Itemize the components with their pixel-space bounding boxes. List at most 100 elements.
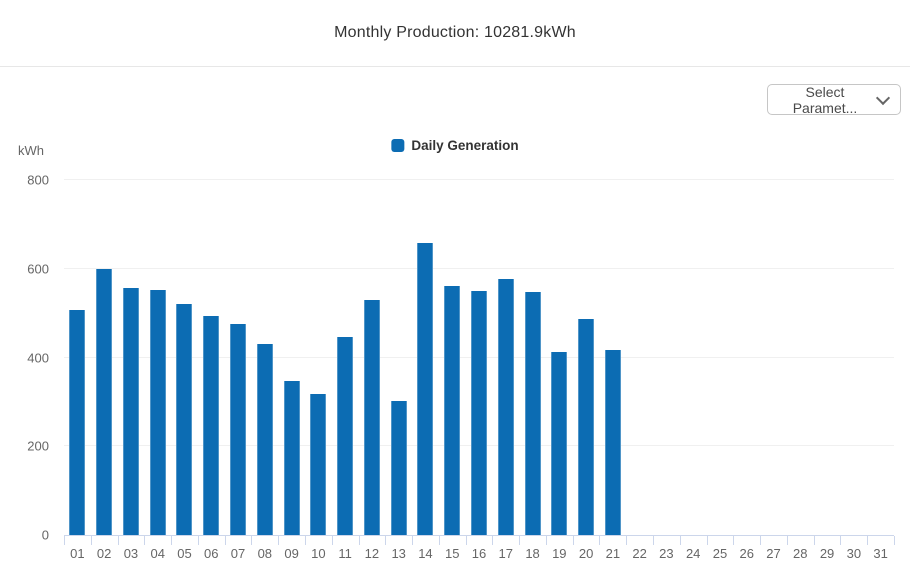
x-axis-tick: [385, 536, 387, 545]
x-axis-tick: [197, 536, 199, 545]
legend-label: Daily Generation: [411, 138, 519, 153]
bar-day-06[interactable]: [203, 315, 220, 535]
x-axis-tick: [171, 536, 173, 545]
bar-day-13[interactable]: [390, 401, 407, 535]
x-axis-tick: [278, 536, 280, 545]
bar-day-15[interactable]: [444, 286, 461, 535]
x-axis-label-24: 24: [685, 546, 701, 561]
x-axis-label-11: 11: [338, 546, 352, 561]
bar-day-05[interactable]: [176, 304, 193, 535]
x-axis-label-08: 08: [257, 546, 273, 561]
x-axis-label-10: 10: [311, 546, 326, 561]
x-axis-tick: [733, 536, 735, 545]
x-axis-tick: [465, 536, 467, 545]
x-axis-tick: [519, 536, 521, 545]
x-axis-tick: [626, 536, 628, 545]
x-axis-label-12: 12: [364, 546, 380, 561]
x-axis-tick: [358, 536, 360, 545]
x-axis-label-27: 27: [766, 546, 781, 561]
x-axis-label-25: 25: [712, 546, 728, 561]
y-axis-label: 600: [27, 261, 49, 277]
bar-day-01[interactable]: [69, 310, 86, 535]
x-axis-label-05: 05: [177, 546, 192, 561]
bar-day-10[interactable]: [310, 393, 327, 535]
x-axis-label-04: 04: [150, 546, 165, 561]
x-axis-tick: [492, 536, 494, 545]
x-axis-tick: [760, 536, 762, 545]
daily-generation-chart: 0 200 400 600 800 01 02 03 04 05 06 07 08 09 10 11 12 13…: [27, 173, 895, 561]
x-axis-tick: [894, 536, 895, 545]
x-axis-tick: [224, 536, 226, 545]
bar-day-08[interactable]: [256, 344, 273, 535]
x-axis-tick: [706, 536, 708, 545]
chevron-down-icon: [875, 90, 891, 105]
legend-marker-icon: [391, 139, 405, 152]
x-axis-label-18: 18: [525, 546, 540, 561]
x-axis-tick: [117, 536, 119, 545]
gridline: [64, 179, 894, 180]
bar-day-20[interactable]: [578, 318, 595, 535]
x-axis-tick: [331, 536, 333, 545]
gridline: [64, 267, 894, 269]
bar-day-16[interactable]: [471, 291, 487, 535]
x-axis-label-21: 21: [605, 546, 621, 561]
x-axis-label-22: 22: [632, 546, 647, 561]
x-axis-label-28: 28: [793, 546, 808, 561]
x-axis-tick: [144, 536, 146, 545]
bar-day-07[interactable]: [230, 324, 247, 535]
select-parameter-dropdown[interactable]: Select Paramet...: [767, 83, 901, 116]
x-axis-label-29: 29: [819, 546, 835, 561]
x-axis-label-15: 15: [444, 546, 460, 561]
bar-day-02[interactable]: [96, 269, 113, 535]
x-axis-tick: [813, 536, 815, 545]
x-axis-label-19: 19: [552, 546, 567, 561]
bar-day-19[interactable]: [551, 352, 568, 535]
bar-day-03[interactable]: [122, 287, 139, 535]
y-axis-unit-label: kWh: [18, 143, 44, 158]
x-axis-tick: [90, 536, 92, 545]
bar-day-14[interactable]: [417, 243, 434, 535]
x-axis-label-26: 26: [739, 546, 754, 561]
x-axis-label-06: 06: [204, 546, 219, 561]
bar-day-17[interactable]: [497, 279, 514, 535]
bar-day-18[interactable]: [524, 291, 541, 535]
x-axis-tick: [572, 536, 574, 545]
select-parameter-label: Select Paramet...: [792, 83, 858, 116]
x-axis-tick: [412, 536, 414, 545]
x-axis-label-17: 17: [498, 546, 513, 561]
x-axis-tick: [304, 536, 306, 545]
x-axis: 01 02 03 04 05 06 07 08 09 10 11 12 13 14 15 16 17 18 19 20…: [64, 536, 895, 574]
x-axis-label-30: 30: [846, 546, 862, 561]
y-axis-label: 0: [41, 527, 49, 543]
x-axis-tick: [679, 536, 681, 545]
x-axis-tick: [251, 536, 253, 545]
bar-day-11[interactable]: [337, 337, 354, 535]
chart-panel: Select Paramet... Daily Generation kWh 0…: [0, 67, 910, 574]
page-title: Monthly Production: 10281.9kWh: [334, 24, 576, 41]
x-axis-label-09: 09: [284, 546, 299, 561]
header: Monthly Production: 10281.9kWh: [0, 0, 910, 67]
plot-area: 0 200 400 600 800: [27, 173, 894, 543]
bar-day-12[interactable]: [363, 300, 380, 535]
x-axis-tick: [867, 536, 869, 545]
x-axis-label-23: 23: [659, 546, 674, 561]
chart-legend[interactable]: Daily Generation: [391, 138, 519, 153]
bar-day-21[interactable]: [604, 349, 621, 535]
y-axis-label: 800: [27, 172, 49, 188]
x-axis-tick: [653, 536, 655, 545]
x-axis-tick: [438, 536, 440, 545]
x-axis-label-13: 13: [391, 546, 406, 561]
x-axis-tick: [599, 536, 601, 545]
x-axis-label-16: 16: [471, 546, 487, 561]
x-axis-label-03: 03: [123, 546, 139, 561]
y-axis-label: 400: [27, 350, 49, 365]
bar-day-09[interactable]: [283, 381, 300, 535]
x-axis-label-07: 07: [230, 546, 246, 561]
x-axis-label-20: 20: [578, 546, 594, 561]
bar-day-04[interactable]: [149, 290, 166, 535]
x-axis-label-01: 01: [70, 546, 85, 561]
x-axis-label-31: 31: [873, 546, 888, 561]
x-axis-tick: [786, 536, 788, 545]
x-axis-label-02: 02: [96, 546, 112, 561]
x-axis-tick: [840, 536, 842, 545]
